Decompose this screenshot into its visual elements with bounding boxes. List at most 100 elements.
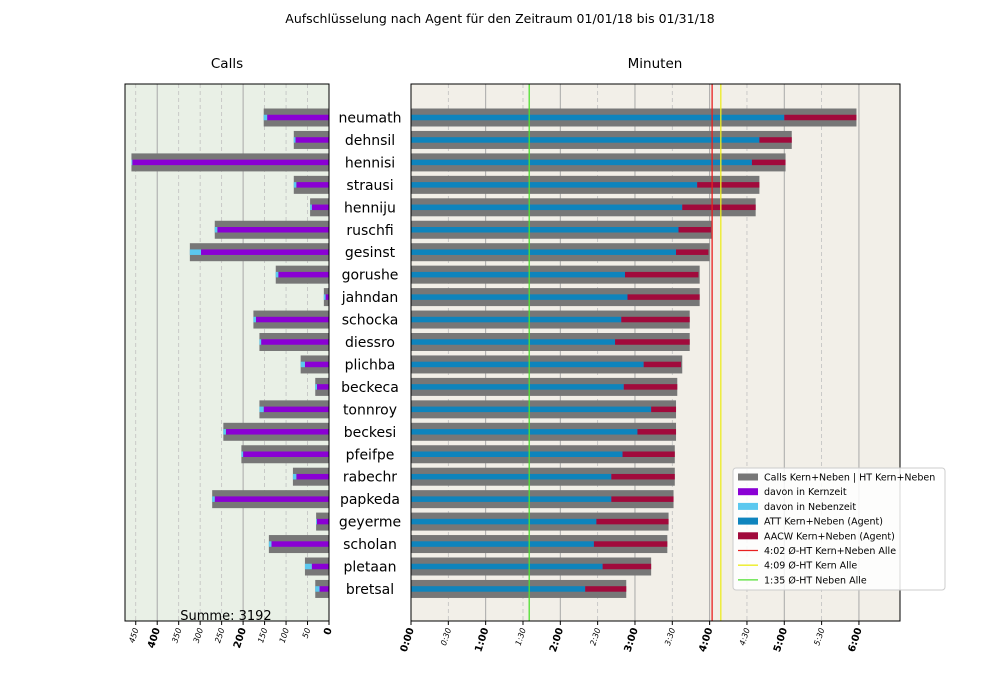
calls-nebenzeit-bar [292, 473, 297, 480]
agent-label: pfeifpe [346, 447, 395, 463]
agent-label: rabechr [343, 470, 397, 486]
calls-nebenzeit-bar [300, 361, 305, 368]
calls-kernzeit-bar [296, 182, 329, 188]
agent-label: jahndan [341, 290, 399, 306]
minutes-aacw-bar [627, 294, 700, 300]
minutes-aacw-bar [751, 159, 786, 166]
calls-tick-label: 300 [192, 627, 205, 644]
minutes-att-bar [411, 406, 652, 413]
calls-nebenzeit-bar [214, 227, 218, 233]
agent-label: ruschfi [346, 223, 393, 239]
legend-box [732, 467, 946, 591]
minutes-tick-label: 1:00 [473, 626, 491, 653]
calls-tick-label: 50 [301, 627, 313, 639]
calls-nebenzeit-bar [259, 339, 262, 345]
minutes-att-bar [411, 541, 594, 547]
calls-nebenzeit-bar [315, 586, 320, 592]
minutes-att-bar [411, 227, 679, 233]
legend-label: davon in Kernzeit [764, 487, 847, 498]
minutes-att-bar [411, 204, 683, 211]
calls-nebenzeit-bar [189, 249, 202, 255]
legend-swatch [738, 473, 758, 481]
minutes-att-bar [411, 563, 603, 570]
minutes-tick-label: 2:30 [588, 627, 602, 647]
agent-label: beckesi [344, 425, 397, 441]
calls-nebenzeit-bar [263, 114, 268, 121]
calls-sum-annotation: Summe: 3192 [180, 609, 271, 624]
minutes-panel: 0:00 0:30 1:00 1:30 2:00 2:30 3:00 3:30 4:00 4:30… [399, 56, 946, 654]
minutes-aacw-bar [682, 204, 756, 211]
minutes-att-bar [411, 451, 623, 457]
agent-label: strausi [346, 178, 393, 194]
minutes-aacw-bar [643, 361, 682, 368]
minutes-tick-label: 1:30 [514, 627, 528, 647]
calls-tick-label: 350 [170, 627, 183, 644]
calls-nebenzeit-bar [241, 451, 244, 457]
minutes-att-bar [411, 159, 752, 166]
calls-tick-label: 150 [256, 627, 269, 644]
calls-tick-label: 400 [146, 626, 163, 649]
calls-x-ticks: 450 400 350 300 250 200 150 100 50 0 [127, 621, 335, 650]
minutes-att-bar [411, 496, 612, 502]
minutes-att-bar [411, 249, 677, 255]
minutes-aacw-bar [621, 316, 690, 323]
minutes-aacw-bar [611, 496, 674, 502]
calls-kernzeit-bar [225, 429, 329, 435]
calls-nebenzeit-bar [131, 159, 133, 166]
calls-panel: 450 400 350 300 250 200 150 100 50 0 Calls Summe:… [124, 56, 335, 650]
legend-label: AACW Kern+Neben (Agent) [764, 531, 895, 542]
minutes-aacw-bar [611, 473, 675, 480]
legend-label: davon in Nebenzeit [764, 502, 856, 513]
minutes-aacw-bar [615, 339, 690, 345]
minutes-aacw-bar [697, 182, 760, 188]
calls-kernzeit-bar [325, 294, 329, 300]
agent-label: gorushe [342, 268, 399, 284]
minutes-tick-label: 4:30 [738, 627, 752, 647]
calls-kernzeit-bar [261, 339, 329, 345]
agent-label: plichba [345, 357, 396, 373]
minutes-att-bar [411, 586, 586, 592]
minutes-att-bar [411, 429, 638, 435]
minutes-tick-label: 0:30 [439, 627, 453, 647]
minutes-att-bar [411, 294, 628, 300]
minutes-att-bar [411, 384, 624, 390]
legend-swatch [738, 517, 758, 525]
minutes-aacw-bar [596, 518, 669, 525]
agent-label: gesinst [345, 245, 396, 261]
minutes-tick-label: 3:30 [663, 627, 677, 647]
minutes-att-bar [411, 137, 760, 143]
minutes-tick-label: 5:30 [812, 627, 826, 647]
agent-label: pletaan [344, 560, 397, 576]
minutes-tick-label: 4:00 [697, 626, 715, 653]
minutes-tick-label: 2:00 [548, 626, 566, 653]
calls-nebenzeit-bar [304, 563, 312, 570]
calls-kernzeit-bar [243, 451, 329, 457]
calls-nebenzeit-bar [212, 496, 215, 502]
minutes-tick-label: 0:00 [399, 626, 417, 653]
minutes-att-bar [411, 339, 616, 345]
calls-nebenzeit-bar [223, 429, 226, 435]
calls-kernzeit-bar [316, 518, 329, 525]
minutes-att-bar [411, 316, 622, 323]
calls-nebenzeit-bar [315, 384, 317, 390]
figure-suptitle: Aufschlüsselung nach Agent für den Zeitr… [285, 11, 714, 26]
agent-label: dehnsil [345, 133, 395, 149]
calls-kernzeit-bar [214, 496, 329, 502]
calls-tick-label: 100 [278, 627, 291, 644]
minutes-aacw-bar [784, 114, 857, 121]
calls-kernzeit-bar [295, 137, 329, 143]
calls-kernzeit-bar [132, 159, 329, 166]
minutes-tick-label: 3:00 [623, 626, 641, 653]
agent-labels: neumath dehnsil hennisi strausi henniju rusch… [339, 111, 402, 598]
legend-label: 1:35 Ø-HT Neben Alle [764, 575, 867, 586]
calls-kernzeit-bar [311, 204, 329, 211]
agent-label: bretsal [346, 582, 394, 598]
minutes-aacw-bar [678, 227, 711, 233]
calls-nebenzeit-bar [293, 182, 297, 188]
minutes-aacw-bar [602, 563, 652, 570]
calls-kernzeit-bar [271, 541, 329, 547]
minutes-aacw-bar [759, 137, 792, 143]
minutes-aacw-bar [585, 586, 627, 592]
calls-tick-label: 250 [213, 627, 226, 644]
